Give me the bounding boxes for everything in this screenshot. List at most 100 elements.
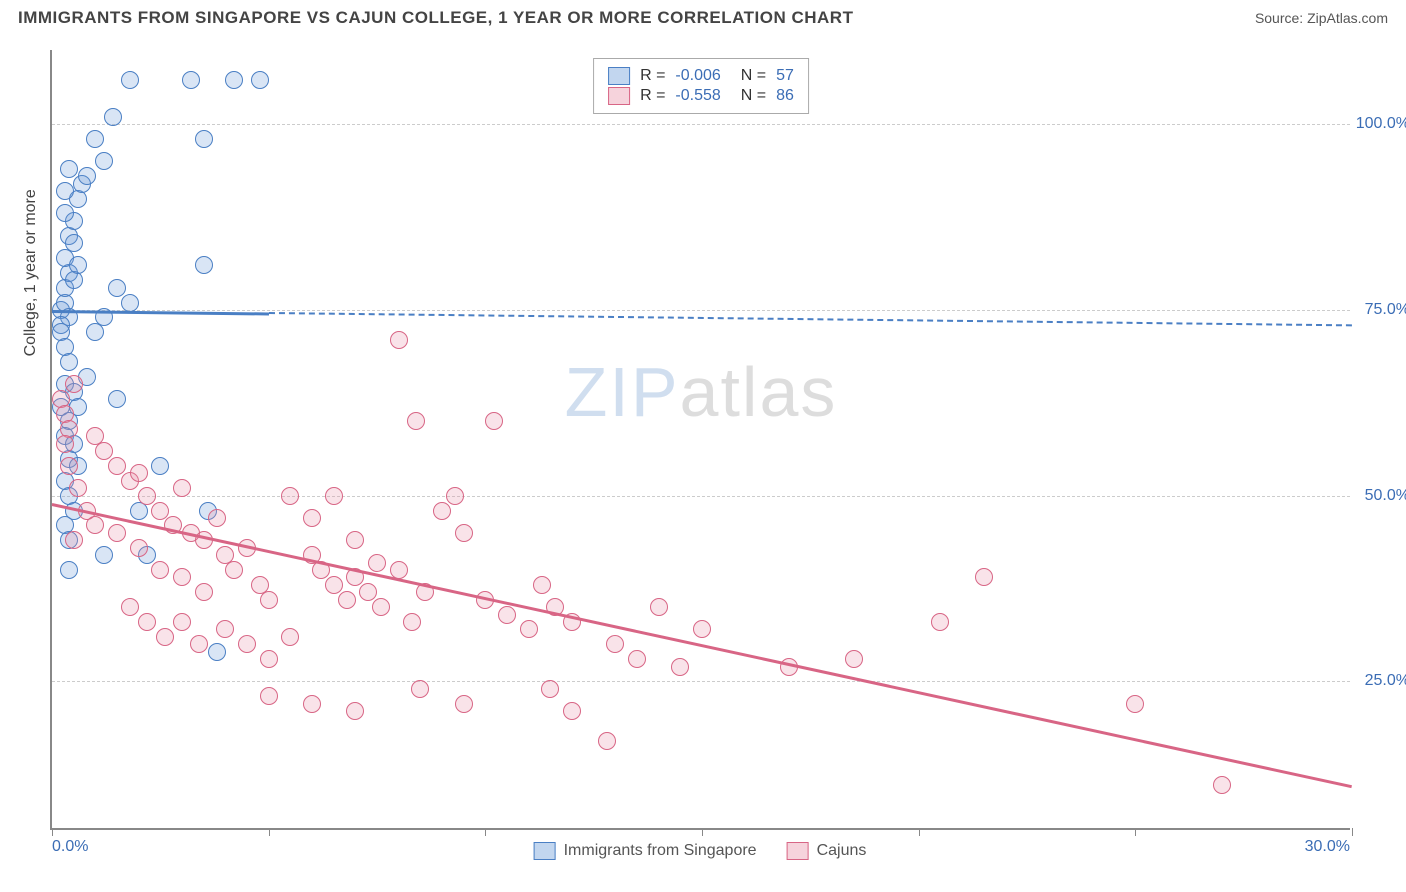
y-tick-label: 100.0%	[1356, 115, 1406, 133]
point-cajun	[1126, 695, 1144, 713]
point-cajun	[56, 435, 74, 453]
legend-r-value: -0.006	[675, 67, 720, 85]
point-cajun	[455, 524, 473, 542]
point-cajun	[138, 487, 156, 505]
point-singapore	[121, 71, 139, 89]
point-cajun	[520, 620, 538, 638]
point-cajun	[359, 583, 377, 601]
point-singapore	[60, 561, 78, 579]
x-tick	[269, 828, 270, 836]
point-cajun	[368, 554, 386, 572]
point-cajun	[407, 412, 425, 430]
point-cajun	[281, 628, 299, 646]
gridline	[52, 496, 1350, 497]
legend-series-label: Immigrants from Singapore	[564, 842, 757, 860]
point-singapore	[182, 71, 200, 89]
legend-stat-row: R =-0.006N =57	[608, 67, 794, 85]
legend-r-value: -0.558	[675, 87, 720, 105]
point-singapore	[65, 234, 83, 252]
gridline	[52, 310, 1350, 311]
point-cajun	[86, 516, 104, 534]
trendline-singapore	[269, 312, 1352, 326]
point-cajun	[390, 331, 408, 349]
legend-swatch	[608, 87, 630, 105]
point-cajun	[281, 487, 299, 505]
x-tick-label: 0.0%	[52, 838, 88, 856]
point-cajun	[598, 732, 616, 750]
point-cajun	[138, 613, 156, 631]
point-cajun	[346, 531, 364, 549]
gridline	[52, 124, 1350, 125]
x-tick	[1352, 828, 1353, 836]
point-cajun	[485, 412, 503, 430]
chart-header: IMMIGRANTS FROM SINGAPORE VS CAJUN COLLE…	[0, 0, 1406, 32]
legend-swatch	[608, 67, 630, 85]
point-singapore	[108, 279, 126, 297]
point-cajun	[433, 502, 451, 520]
point-cajun	[975, 568, 993, 586]
point-cajun	[65, 531, 83, 549]
point-cajun	[195, 583, 213, 601]
legend-series: Immigrants from Singapore Cajuns	[534, 842, 867, 860]
point-cajun	[151, 502, 169, 520]
point-cajun	[455, 695, 473, 713]
point-cajun	[173, 613, 191, 631]
y-axis-title: College, 1 year or more	[22, 189, 40, 356]
point-cajun	[260, 687, 278, 705]
point-cajun	[650, 598, 668, 616]
watermark-atlas: atlas	[680, 353, 838, 431]
x-tick-label: 30.0%	[1305, 838, 1350, 856]
point-cajun	[563, 702, 581, 720]
point-cajun	[845, 650, 863, 668]
point-cajun	[1213, 776, 1231, 794]
y-tick-label: 75.0%	[1365, 301, 1406, 319]
point-singapore	[195, 256, 213, 274]
legend-swatch	[534, 842, 556, 860]
point-singapore	[60, 353, 78, 371]
x-tick	[702, 828, 703, 836]
point-cajun	[238, 635, 256, 653]
point-cajun	[533, 576, 551, 594]
legend-n-label: N =	[741, 67, 766, 85]
point-cajun	[325, 576, 343, 594]
source-link[interactable]: ZipAtlas.com	[1307, 10, 1388, 26]
point-cajun	[108, 457, 126, 475]
point-singapore	[208, 643, 226, 661]
point-cajun	[303, 695, 321, 713]
point-cajun	[173, 479, 191, 497]
legend-r-label: R =	[640, 67, 665, 85]
point-cajun	[108, 524, 126, 542]
point-cajun	[69, 479, 87, 497]
point-cajun	[190, 635, 208, 653]
legend-series-label: Cajuns	[817, 842, 867, 860]
chart-title: IMMIGRANTS FROM SINGAPORE VS CAJUN COLLE…	[18, 8, 853, 28]
point-cajun	[671, 658, 689, 676]
point-cajun	[346, 702, 364, 720]
x-tick	[485, 828, 486, 836]
point-cajun	[60, 457, 78, 475]
point-cajun	[403, 613, 421, 631]
legend-series-item: Immigrants from Singapore	[534, 842, 757, 860]
point-cajun	[693, 620, 711, 638]
point-cajun	[372, 598, 390, 616]
gridline	[52, 681, 1350, 682]
point-singapore	[78, 167, 96, 185]
point-cajun	[173, 568, 191, 586]
point-singapore	[95, 152, 113, 170]
point-singapore	[151, 457, 169, 475]
point-cajun	[498, 606, 516, 624]
point-cajun	[628, 650, 646, 668]
point-singapore	[69, 256, 87, 274]
point-cajun	[208, 509, 226, 527]
point-singapore	[251, 71, 269, 89]
point-singapore	[225, 71, 243, 89]
x-tick	[919, 828, 920, 836]
legend-r-label: R =	[640, 87, 665, 105]
point-singapore	[195, 130, 213, 148]
legend-swatch	[787, 842, 809, 860]
point-cajun	[338, 591, 356, 609]
point-singapore	[60, 160, 78, 178]
legend-stats: R =-0.006N =57R =-0.558N =86	[593, 58, 809, 114]
legend-series-item: Cajuns	[787, 842, 867, 860]
point-cajun	[931, 613, 949, 631]
